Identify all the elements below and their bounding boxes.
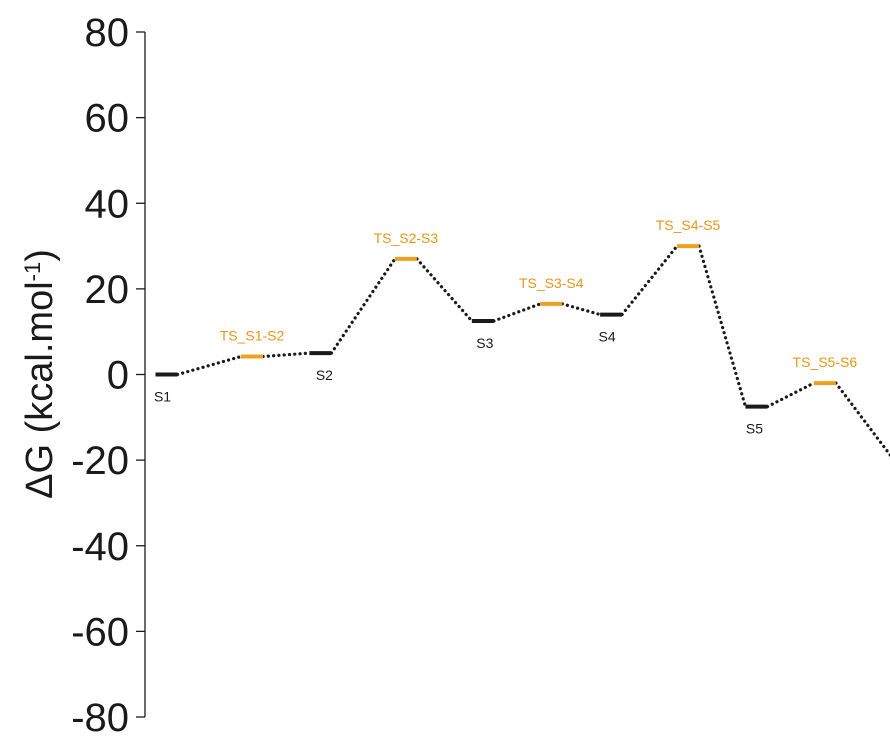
connection-S5-TS_S5-S6 <box>765 381 816 409</box>
connection-lines <box>175 244 890 458</box>
y-axis: 80 60 40 20 0 -20 -40 -60 -80 <box>71 11 146 738</box>
level-label-S3: S3 <box>476 335 493 351</box>
level-label-TS_S2-S3: TS_S2-S3 <box>374 230 439 246</box>
level-label-TS_S3-S4: TS_S3-S4 <box>519 275 584 291</box>
y-tick-label: -80 <box>71 696 129 738</box>
y-tick-label: 0 <box>107 354 129 398</box>
y-axis-title: ΔG (kcal.mol-1) <box>19 249 61 499</box>
connection-TS_S4-S5-S5 <box>697 244 748 409</box>
y-tick-label: 20 <box>85 268 130 312</box>
y-axis-title-sup: -1 <box>20 262 45 282</box>
y-tick-label: 80 <box>85 11 130 55</box>
connection-S3-TS_S3-S4 <box>492 302 542 323</box>
connection-S2-TS_S2-S3 <box>329 257 397 355</box>
level-label-S1: S1 <box>154 389 171 405</box>
level-label-TS_S1-S2: TS_S1-S2 <box>220 328 285 344</box>
level-label-S4: S4 <box>599 329 616 345</box>
level-label-TS_S5-S6: TS_S5-S6 <box>793 354 858 370</box>
level-label-S2: S2 <box>316 367 333 383</box>
y-axis-title-main: ΔG (kcal.mol <box>19 281 61 499</box>
level-label-TS_S4-S5: TS_S4-S5 <box>656 217 721 233</box>
level-labels: S1 TS_S1-S2 S2 TS_S2-S3 S3 TS_S3-S4 S4 TS_S4-S5… <box>154 217 858 437</box>
connection-S1-TS_S1-S2 <box>175 354 243 377</box>
connection-TS_S1-S2-S2 <box>261 351 311 359</box>
y-axis-title-close: ) <box>19 249 61 262</box>
level-label-S5: S5 <box>746 421 763 437</box>
connection-TS_S3-S4-S4 <box>560 302 602 317</box>
y-tick-label: -20 <box>71 439 129 483</box>
y-tick-label: -40 <box>71 525 129 569</box>
y-tick-label: -60 <box>71 610 129 654</box>
y-tick-label: 40 <box>85 182 130 226</box>
y-tick-label: 60 <box>85 97 130 141</box>
connection-TS_S2-S3-S3 <box>415 257 474 323</box>
connection-S4-TS_S4-S5 <box>620 244 679 317</box>
energy-levels <box>155 244 836 409</box>
connection-TS_S5-S6-S6 <box>834 381 890 458</box>
